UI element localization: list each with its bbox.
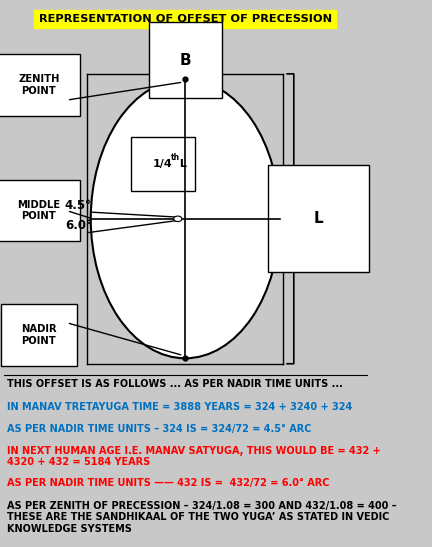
Text: AS PER NADIR TIME UNITS —— 432 IS =  432/72 = 6.0° ARC: AS PER NADIR TIME UNITS —— 432 IS = 432/… [7, 478, 330, 487]
Text: 1/4: 1/4 [153, 159, 173, 169]
Text: AS PER NADIR TIME UNITS – 324 IS = 324/72 = 4.5° ARC: AS PER NADIR TIME UNITS – 324 IS = 324/7… [7, 424, 312, 434]
Text: IN NEXT HUMAN AGE I.E. MANAV SATYUGA, THIS WOULD BE = 432 +
4320 + 432 = 5184 YE: IN NEXT HUMAN AGE I.E. MANAV SATYUGA, TH… [7, 446, 381, 467]
Text: IN MANAV TRETAYUGA TIME = 3888 YEARS = 324 + 3240 + 324: IN MANAV TRETAYUGA TIME = 3888 YEARS = 3… [7, 402, 353, 412]
Text: L: L [176, 159, 187, 169]
Text: AS PER ZENITH OF PRECESSION – 324/1.08 = 300 AND 432/1.08 = 400 –
THESE ARE THE : AS PER ZENITH OF PRECESSION – 324/1.08 =… [7, 501, 397, 534]
Text: th: th [171, 153, 180, 162]
Text: THIS OFFSET IS AS FOLLOWS ... AS PER NADIR TIME UNITS ...: THIS OFFSET IS AS FOLLOWS ... AS PER NAD… [7, 379, 343, 389]
Ellipse shape [174, 216, 182, 222]
Text: ZENITH
POINT: ZENITH POINT [18, 74, 60, 96]
Text: B: B [179, 53, 191, 68]
Circle shape [91, 79, 280, 358]
Text: NADIR
POINT: NADIR POINT [21, 324, 57, 346]
Text: 4.5°: 4.5° [65, 199, 92, 212]
Text: MIDDLE
POINT: MIDDLE POINT [17, 200, 60, 222]
Text: 6.0°: 6.0° [65, 219, 92, 232]
Text: L: L [314, 211, 324, 226]
Text: REPRESENTATION OF OFFSET OF PRECESSION: REPRESENTATION OF OFFSET OF PRECESSION [39, 14, 332, 24]
